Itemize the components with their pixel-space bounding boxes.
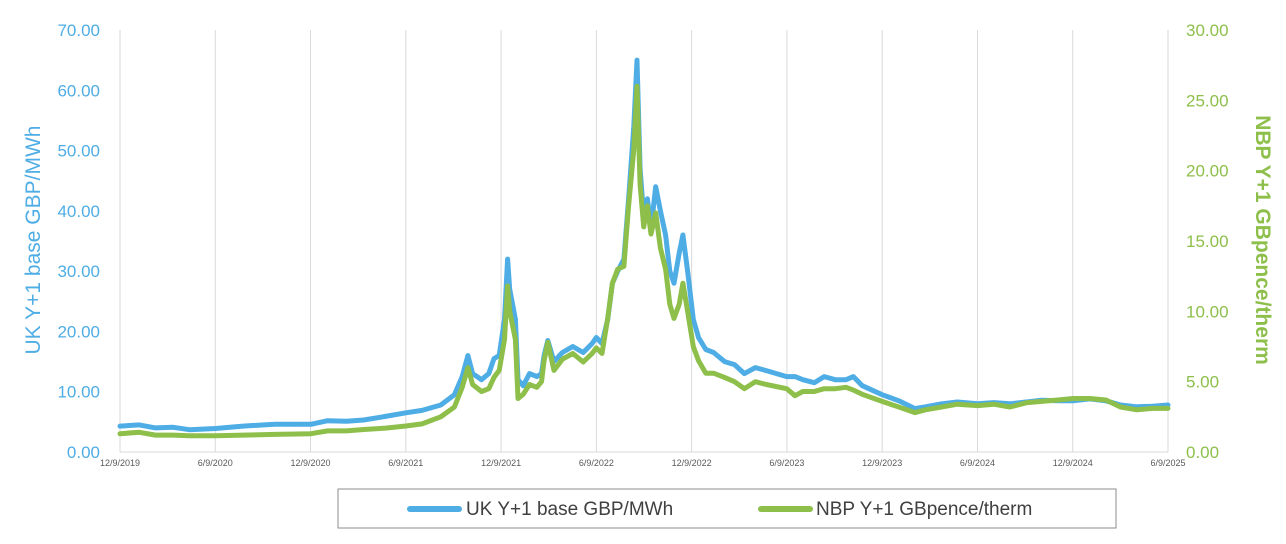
x-tick-label: 12/9/2022 bbox=[672, 458, 712, 468]
x-axis-ticks: 12/9/2019 6/9/2020 12/9/2020 6/9/2021 12/9/2… bbox=[100, 458, 1186, 468]
legend-box bbox=[337, 488, 1117, 529]
right-axis-title: NBP Y+1 GBpence/therm bbox=[1251, 115, 1274, 365]
left-tick-label: 70.00 bbox=[57, 21, 100, 40]
legend-label-nbp: NBP Y+1 GBpence/therm bbox=[816, 499, 1032, 520]
right-tick-label: 5.00 bbox=[1186, 373, 1219, 392]
left-tick-label: 40.00 bbox=[57, 202, 100, 221]
x-tick-label: 6/9/2025 bbox=[1150, 458, 1185, 468]
right-tick-label: 15.00 bbox=[1186, 232, 1229, 251]
x-tick-label: 12/9/2021 bbox=[481, 458, 521, 468]
right-tick-label: 0.00 bbox=[1186, 443, 1219, 462]
left-axis-title: UK Y+1 base GBP/MWh bbox=[22, 126, 45, 355]
left-tick-label: 10.00 bbox=[57, 383, 100, 402]
left-tick-label: 0.00 bbox=[67, 443, 100, 462]
x-tick-label: 12/9/2020 bbox=[291, 458, 331, 468]
x-tick-label: 6/9/2021 bbox=[388, 458, 423, 468]
x-tick-label: 6/9/2020 bbox=[198, 458, 233, 468]
right-tick-label: 30.00 bbox=[1186, 21, 1229, 40]
left-tick-label: 60.00 bbox=[57, 81, 100, 100]
x-tick-label: 6/9/2023 bbox=[769, 458, 804, 468]
right-axis-ticks: 0.00 5.00 10.00 15.00 20.00 25.00 30.00 bbox=[1186, 21, 1229, 462]
x-tick-label: 6/9/2022 bbox=[579, 458, 614, 468]
right-tick-label: 25.00 bbox=[1186, 91, 1229, 110]
x-tick-label: 12/9/2024 bbox=[1053, 458, 1093, 468]
x-tick-label: 12/9/2019 bbox=[100, 458, 140, 468]
right-tick-label: 10.00 bbox=[1186, 302, 1229, 321]
x-tick-label: 12/9/2023 bbox=[862, 458, 902, 468]
left-axis-ticks: 0.00 10.00 20.00 30.00 40.00 50.00 60.00 70.00 bbox=[57, 21, 100, 462]
left-tick-label: 50.00 bbox=[57, 142, 100, 161]
series-line-nbp bbox=[117, 83, 1171, 439]
left-tick-label: 20.00 bbox=[57, 322, 100, 341]
x-tick-label: 6/9/2024 bbox=[960, 458, 995, 468]
series-lines bbox=[117, 57, 1171, 439]
right-tick-label: 20.00 bbox=[1186, 162, 1229, 181]
series-line-uk bbox=[117, 57, 1171, 433]
vertical-gridlines bbox=[119, 30, 1169, 453]
legend-label-uk: UK Y+1 base GBP/MWh bbox=[466, 499, 673, 520]
legend: UK Y+1 base GBP/MWh NBP Y+1 GBpence/ther… bbox=[337, 488, 1117, 529]
left-tick-label: 30.00 bbox=[57, 262, 100, 281]
